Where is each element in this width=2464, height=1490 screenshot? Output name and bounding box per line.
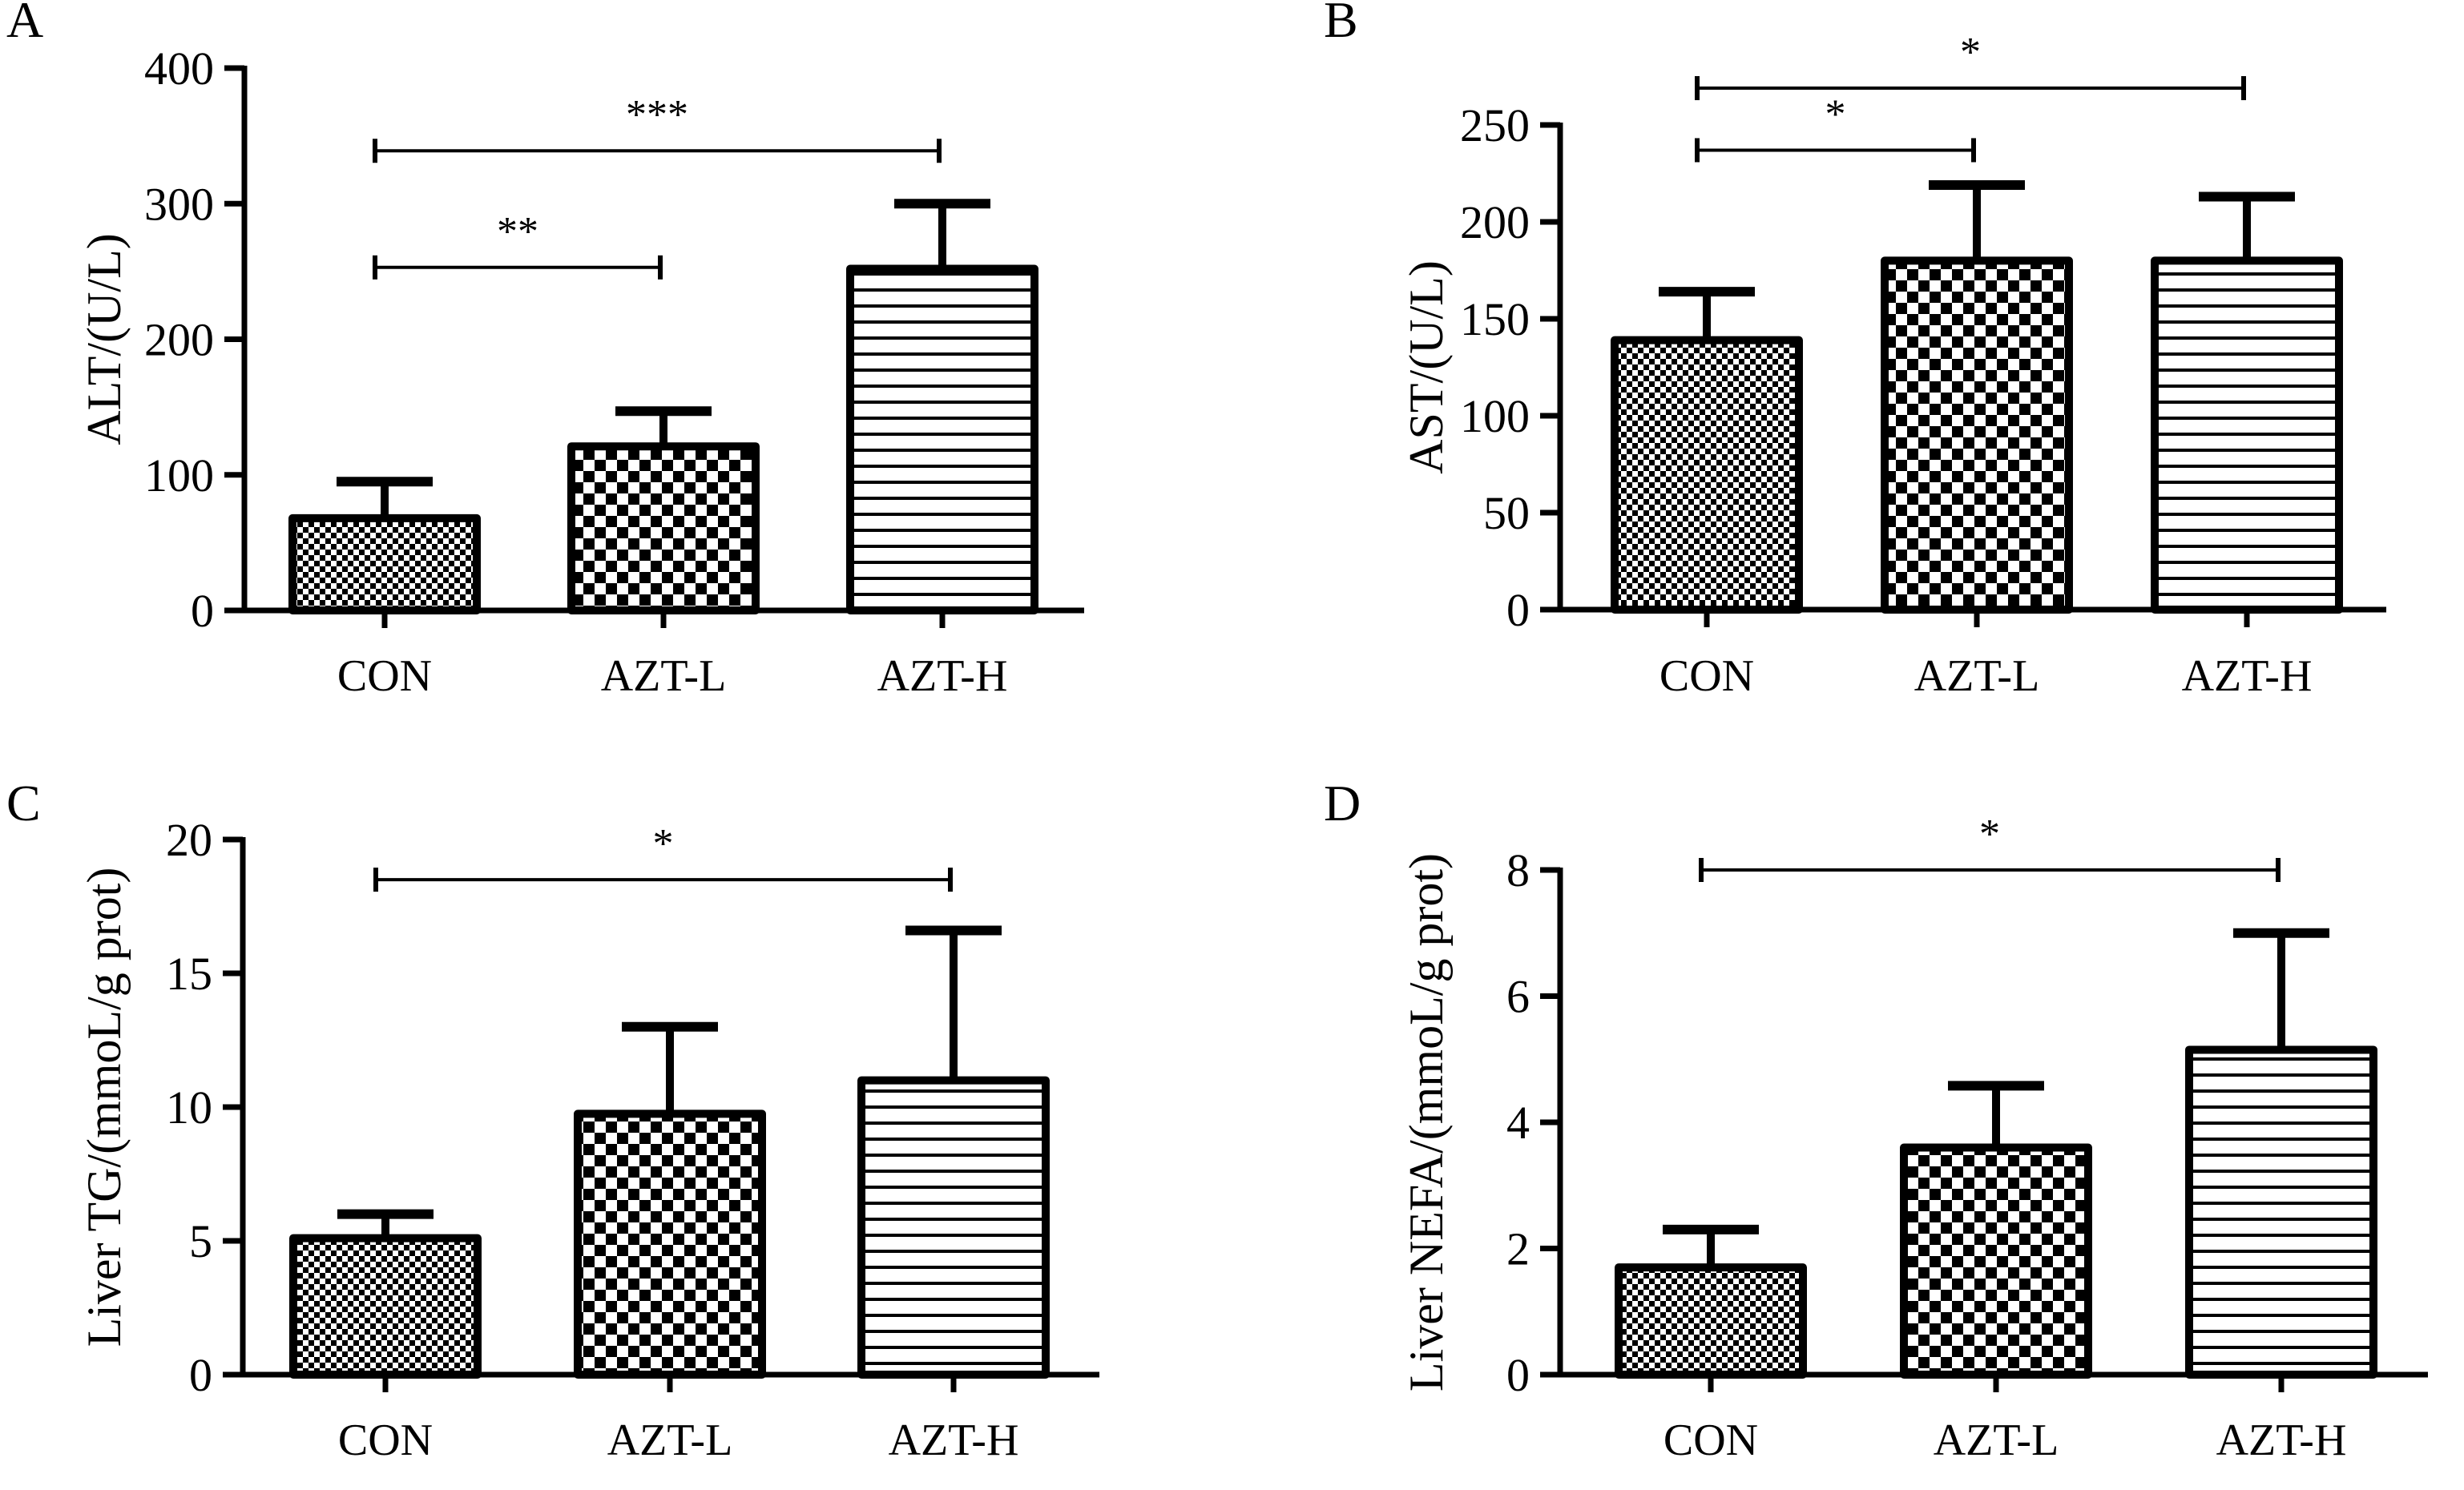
y-tick-label: 200 [144, 314, 214, 366]
y-tick-label: 0 [1506, 584, 1530, 636]
y-tick-label: 10 [166, 1081, 212, 1134]
y-tick-label: 300 [144, 178, 214, 230]
significance-label: * [1825, 91, 1846, 137]
bar-con [1615, 1263, 1807, 1379]
y-tick-label: 8 [1506, 844, 1530, 896]
category-label-con: CON [1664, 1416, 1758, 1465]
y-axis-title: Liver NEFA/(mmoL/g prot) [1400, 853, 1453, 1391]
bar-azt-h [857, 1076, 1050, 1379]
significance-label: *** [626, 92, 688, 138]
bar-azt-l [574, 1109, 766, 1379]
y-tick-label: 50 [1483, 487, 1530, 539]
bar-con [1611, 336, 1803, 614]
bar-azt-h [846, 264, 1038, 614]
category-label-azt-l: AZT-L [1934, 1416, 2059, 1465]
y-tick-label: 20 [166, 814, 212, 866]
panel-letter: D [1324, 775, 1361, 832]
y-axis-title: AST/(U/L) [1400, 260, 1453, 474]
significance-bracket: *** [373, 92, 942, 163]
category-label-azt-h: AZT-H [889, 1416, 1019, 1465]
significance-bracket: * [1699, 811, 2281, 882]
bar-azt-l [1881, 256, 2073, 614]
bar-azt-h [2185, 1045, 2377, 1379]
y-tick-label: 100 [144, 449, 214, 501]
category-label-con: CON [1659, 651, 1754, 701]
category-label-azt-l: AZT-L [601, 651, 727, 701]
category-label-azt-h: AZT-H [877, 651, 1008, 701]
panel-b: B 0 50 100 150 200 250 AST/(U/L) CON AZT-L AZT-H * * [1324, 0, 2386, 701]
y-tick-label: 0 [191, 585, 214, 637]
bar-con [288, 513, 481, 614]
bar-azt-l [1900, 1143, 2092, 1379]
y-tick-label: 2 [1506, 1223, 1530, 1275]
y-tick-label: 400 [144, 42, 214, 95]
panel-letter: B [1324, 0, 1358, 48]
y-tick-label: 100 [1460, 390, 1530, 442]
significance-label: * [1979, 811, 2000, 857]
significance-label: * [653, 821, 674, 867]
y-tick-label: 5 [189, 1215, 212, 1267]
category-label-azt-h: AZT-H [2182, 651, 2313, 701]
y-tick-label: 4 [1506, 1097, 1530, 1149]
y-axis-title: Liver TG/(mmoL/g prot) [78, 868, 131, 1347]
bar-con [289, 1234, 482, 1379]
significance-label: ** [497, 209, 538, 255]
category-label-azt-h: AZT-H [2216, 1416, 2347, 1465]
significance-bracket: * [373, 821, 953, 892]
y-tick-label: 15 [166, 948, 212, 1000]
significance-bracket: * [1695, 91, 1976, 163]
y-tick-label: 6 [1506, 971, 1530, 1023]
category-label-con: CON [337, 651, 432, 701]
panel-d: D 0 2 4 6 8 Liver NEFA/(mmoL/g prot) CON AZT-L AZ… [1324, 775, 2428, 1465]
significance-label: * [1960, 30, 1981, 75]
panel-letter: C [6, 775, 41, 832]
category-label-azt-l: AZT-L [607, 1416, 733, 1465]
y-tick-label: 0 [189, 1349, 212, 1401]
y-tick-label: 0 [1506, 1349, 1530, 1401]
panel-c: C 0 5 10 15 20 Liver TG/(mmoL/g prot) CON AZT-L A… [6, 775, 1099, 1465]
significance-bracket: * [1695, 30, 2246, 101]
y-tick-label: 200 [1460, 196, 1530, 248]
category-label-azt-l: AZT-L [1914, 651, 2040, 701]
significance-bracket: ** [373, 209, 663, 280]
category-label-con: CON [338, 1416, 433, 1465]
y-tick-label: 150 [1460, 293, 1530, 345]
bar-azt-h [2151, 256, 2343, 614]
bar-azt-l [567, 442, 760, 615]
y-tick-label: 250 [1460, 99, 1530, 151]
y-axis-title: ALT/(U/L) [78, 233, 131, 445]
panel-letter: A [6, 0, 43, 48]
